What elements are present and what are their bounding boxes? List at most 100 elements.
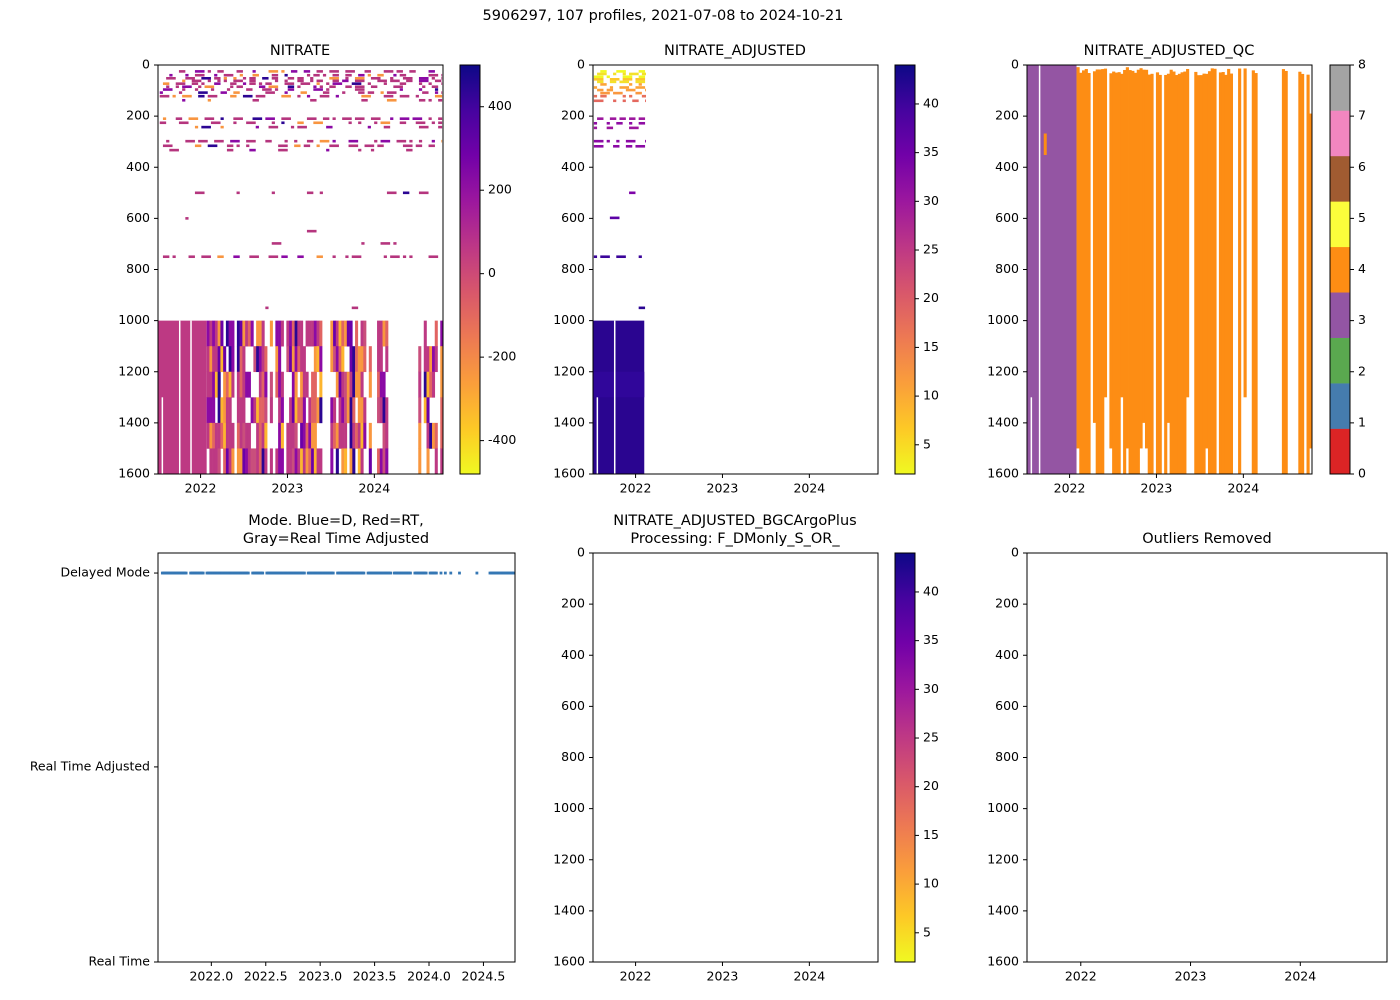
svg-text:600: 600 [561, 698, 585, 713]
qc-axes: 2022 2023 20240200400600800100012001400160… [987, 57, 1366, 496]
svg-text:2022: 2022 [185, 481, 217, 496]
bgc-frame: 2022 2023 2024 0 200 400 600 800 1000 1200 1400 160… [553, 545, 879, 984]
qc-colorbar: 0 1 2 3 4 5 6 7 8 [1329, 57, 1366, 481]
svg-text:200: 200 [995, 596, 1019, 611]
svg-text:10: 10 [923, 388, 939, 403]
svg-text:1600: 1600 [987, 954, 1019, 969]
svg-text:0: 0 [577, 545, 585, 560]
svg-text:400: 400 [126, 159, 150, 174]
svg-text:2024: 2024 [793, 481, 825, 496]
nitrate_adjusted-axes: 2022 2023 2024 0 200 400 600 800 1000 1200 1400 160… [553, 57, 939, 496]
svg-text:2023: 2023 [1175, 969, 1207, 984]
svg-text:200: 200 [488, 182, 512, 197]
panel-title-mode: Mode. Blue=D, Red=RT, Gray=Real Time Adj… [242, 512, 430, 547]
panel-title-nitrate: NITRATE [269, 42, 331, 59]
svg-text:2022.0: 2022.0 [189, 969, 233, 984]
nitrate-colorbar: 400 200 0 -200 -400 [459, 64, 516, 475]
svg-text:Real Time: Real Time [88, 954, 150, 969]
svg-text:200: 200 [561, 108, 585, 123]
svg-text:200: 200 [995, 108, 1019, 123]
mode-frame: 2022.0 2022.5 2023.0 2023.5 2024.0 2024.5 Dela… [30, 552, 516, 984]
svg-text:1000: 1000 [987, 312, 1019, 327]
svg-text:1200: 1200 [118, 363, 150, 378]
svg-text:1400: 1400 [118, 414, 150, 429]
svg-text:400: 400 [488, 98, 512, 113]
nitrate-frame: 2022 2023 2024 0 200 400 600 800 1000 1200 1400 160… [118, 57, 444, 496]
nitrate_adjusted-colorbar: 40 35 30 25 20 15 10 5 [894, 64, 939, 475]
svg-text:5: 5 [1358, 210, 1366, 225]
svg-text:2023: 2023 [707, 969, 739, 984]
mode-axes: 2022.0 2022.5 2023.0 2023.5 2024.0 2024.5 Dela… [30, 552, 516, 984]
svg-text:0: 0 [488, 265, 496, 280]
svg-text:2022: 2022 [620, 481, 652, 496]
svg-text:2022: 2022 [1054, 481, 1086, 496]
svg-text:5: 5 [923, 924, 931, 939]
svg-text:0: 0 [1358, 466, 1366, 481]
nitrate-heatmap: 2022 2023 2024 0 200 400 600 800 1000 1200 1400 160… [118, 57, 516, 496]
bgc-colorbar: 40 35 30 25 20 15 10 5 [894, 552, 939, 963]
svg-text:10: 10 [923, 876, 939, 891]
bgc-axes: 2022 2023 2024 0 200 400 600 800 1000 1200 1400 160… [553, 545, 939, 984]
svg-text:-200: -200 [488, 349, 516, 364]
svg-text:2024: 2024 [1284, 969, 1316, 984]
svg-text:600: 600 [561, 210, 585, 225]
svg-text:800: 800 [126, 261, 150, 276]
nitrate-data-layer [158, 70, 444, 475]
svg-text:1600: 1600 [553, 466, 585, 481]
mode-scatter-plot: 2022.0 2022.5 2023.0 2023.5 2024.0 2024.5 Dela… [30, 552, 516, 984]
svg-text:800: 800 [561, 261, 585, 276]
svg-text:40: 40 [923, 583, 939, 598]
svg-text:1400: 1400 [987, 414, 1019, 429]
mode-data-layer [160, 571, 516, 575]
svg-text:1600: 1600 [118, 466, 150, 481]
panel-title-qc: NITRATE_ADJUSTED_QC [1083, 42, 1255, 59]
svg-text:25: 25 [923, 730, 939, 745]
svg-text:15: 15 [923, 339, 939, 354]
svg-text:35: 35 [923, 632, 939, 647]
svg-text:400: 400 [995, 647, 1019, 662]
outliers-removed-plot: 2022 2023 2024 0 200 400 600 800 1000 1200 1400 160… [987, 545, 1388, 984]
svg-text:20: 20 [923, 778, 939, 793]
nitrate_adjusted-data-layer [593, 70, 647, 474]
bgc-argo-plus-plot: 2022 2023 2024 0 200 400 600 800 1000 1200 1400 160… [553, 545, 939, 984]
svg-text:1: 1 [1358, 414, 1366, 429]
svg-text:3: 3 [1358, 312, 1366, 327]
svg-text:600: 600 [995, 698, 1019, 713]
svg-text:2022: 2022 [1065, 969, 1097, 984]
svg-text:1400: 1400 [987, 902, 1019, 917]
svg-text:2: 2 [1358, 363, 1366, 378]
svg-text:2022: 2022 [620, 969, 652, 984]
nitrate_adjusted-frame: 2022 2023 2024 0 200 400 600 800 1000 1200 1400 160… [553, 57, 879, 496]
svg-text:1000: 1000 [553, 800, 585, 815]
svg-text:1200: 1200 [553, 363, 585, 378]
svg-text:15: 15 [923, 827, 939, 842]
svg-text:30: 30 [923, 193, 939, 208]
svg-text:200: 200 [561, 596, 585, 611]
svg-text:40: 40 [923, 95, 939, 110]
outliers-axes: 2022 2023 2024 0 200 400 600 800 1000 1200 1400 160… [987, 545, 1388, 984]
svg-text:2024.5: 2024.5 [462, 969, 506, 984]
svg-text:1000: 1000 [987, 800, 1019, 815]
svg-text:2024: 2024 [358, 481, 390, 496]
svg-text:0: 0 [1011, 57, 1019, 72]
svg-text:600: 600 [995, 210, 1019, 225]
nitrate-axes: 2022 2023 2024 0 200 400 600 800 1000 1200 1400 160… [118, 57, 516, 496]
svg-text:30: 30 [923, 681, 939, 696]
svg-text:5: 5 [923, 436, 931, 451]
svg-text:35: 35 [923, 144, 939, 159]
svg-text:800: 800 [995, 749, 1019, 764]
panel-title-bgc: NITRATE_ADJUSTED_BGCArgoPlus Processing:… [613, 512, 857, 547]
svg-text:20: 20 [923, 290, 939, 305]
svg-text:800: 800 [561, 749, 585, 764]
svg-text:4: 4 [1358, 261, 1366, 276]
panel-title-outliers: Outliers Removed [1142, 530, 1272, 547]
svg-text:8: 8 [1358, 57, 1366, 72]
svg-text:1000: 1000 [553, 312, 585, 327]
svg-text:Delayed Mode: Delayed Mode [60, 565, 150, 580]
svg-text:200: 200 [126, 108, 150, 123]
svg-text:1400: 1400 [553, 414, 585, 429]
svg-text:400: 400 [561, 159, 585, 174]
svg-text:-400: -400 [488, 432, 516, 447]
svg-text:1600: 1600 [987, 466, 1019, 481]
